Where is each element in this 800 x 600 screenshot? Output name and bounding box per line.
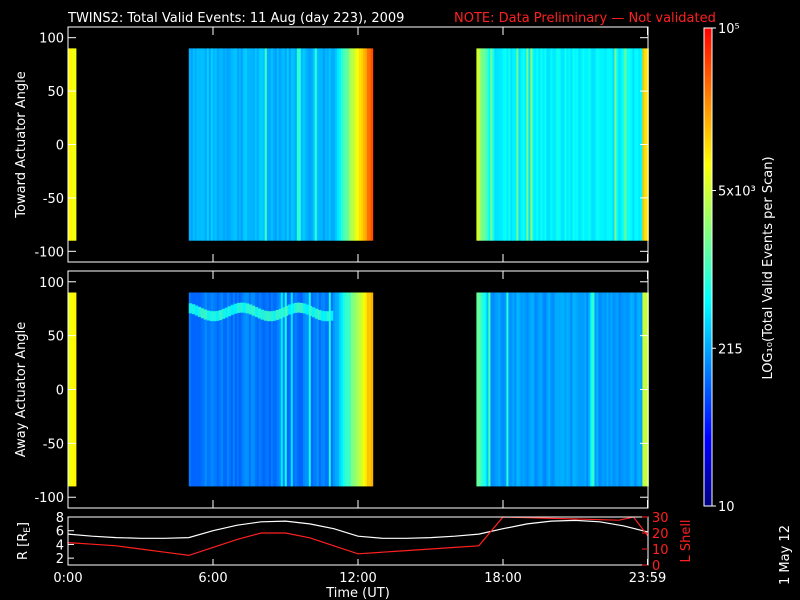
y-tick-label: 100 [39,32,64,47]
y-tick-label-right: 10 [652,543,669,558]
y-tick-label-right: 30 [652,511,669,526]
spectrogram-panel-away: 100 50 0 -50 -100 Away Actuator Angle [14,270,649,509]
y-tick-label: 50 [47,85,64,100]
y-tick-label-left: 4 [56,538,64,553]
y-tick-label: 0 [56,139,64,154]
preliminary-note: NOTE: Data Preliminary — Not validated [454,11,716,26]
y-tick-label: -100 [34,245,64,260]
colorbar-tick-label: 5x10³ [718,185,756,200]
date-stamp: 1 May 12 [778,525,793,585]
lshell-line [67,516,649,557]
x-tick-label: 18:00 [484,571,521,586]
y-tick-label-left: 8 [56,511,64,526]
data-block [476,48,649,241]
y-tick-label-right: 0 [652,559,660,574]
y-tick-label-right: 20 [652,527,669,542]
ephemeris-frame [67,516,649,566]
y-axis-label: Toward Actuator Angle [14,71,29,218]
data-block [188,292,374,487]
colorbar: 10 215 5x10³ 10⁵ LOG₁₀(Total Valid Events pe… [703,22,776,515]
ephemeris-right-label: L Shell [679,519,694,562]
colorbar-tick-label: 215 [718,342,743,357]
colorbar-label: LOG₁₀(Total Valid Events per Scan) [761,156,776,379]
ephemeris-left-label: R [RE] [16,522,33,560]
y-tick-label: -50 [43,437,64,452]
data-block [476,292,649,487]
y-axis-label: Away Actuator Angle [14,322,29,457]
data-block [188,48,374,241]
colorbar-tick-label: 10⁵ [718,22,740,37]
x-tick-label: 6:00 [198,571,227,586]
x-tick-label: 12:00 [339,571,376,586]
radius-line [67,519,649,539]
y-tick-label-left: 2 [56,552,64,567]
colorbar-gradient [703,27,713,507]
y-tick-label: -50 [43,192,64,207]
x-tick-label: 0:00 [53,571,82,586]
y-tick-label: 50 [47,330,64,345]
x-tick-label: 23:59 [629,571,666,586]
y-tick-label: -100 [34,491,64,506]
colorbar-tick-label: 10 [718,500,735,515]
y-tick-label-left: 6 [56,525,64,540]
x-axis-label: Time (UT) [325,586,390,600]
chart-title: TWINS2: Total Valid Events: 11 Aug (day … [67,11,404,26]
y-tick-label: 0 [56,384,64,399]
spectrogram-panel-toward: 100 50 0 -50 -100 Toward Actuator Angle [14,26,649,263]
y-tick-label: 100 [39,276,64,291]
